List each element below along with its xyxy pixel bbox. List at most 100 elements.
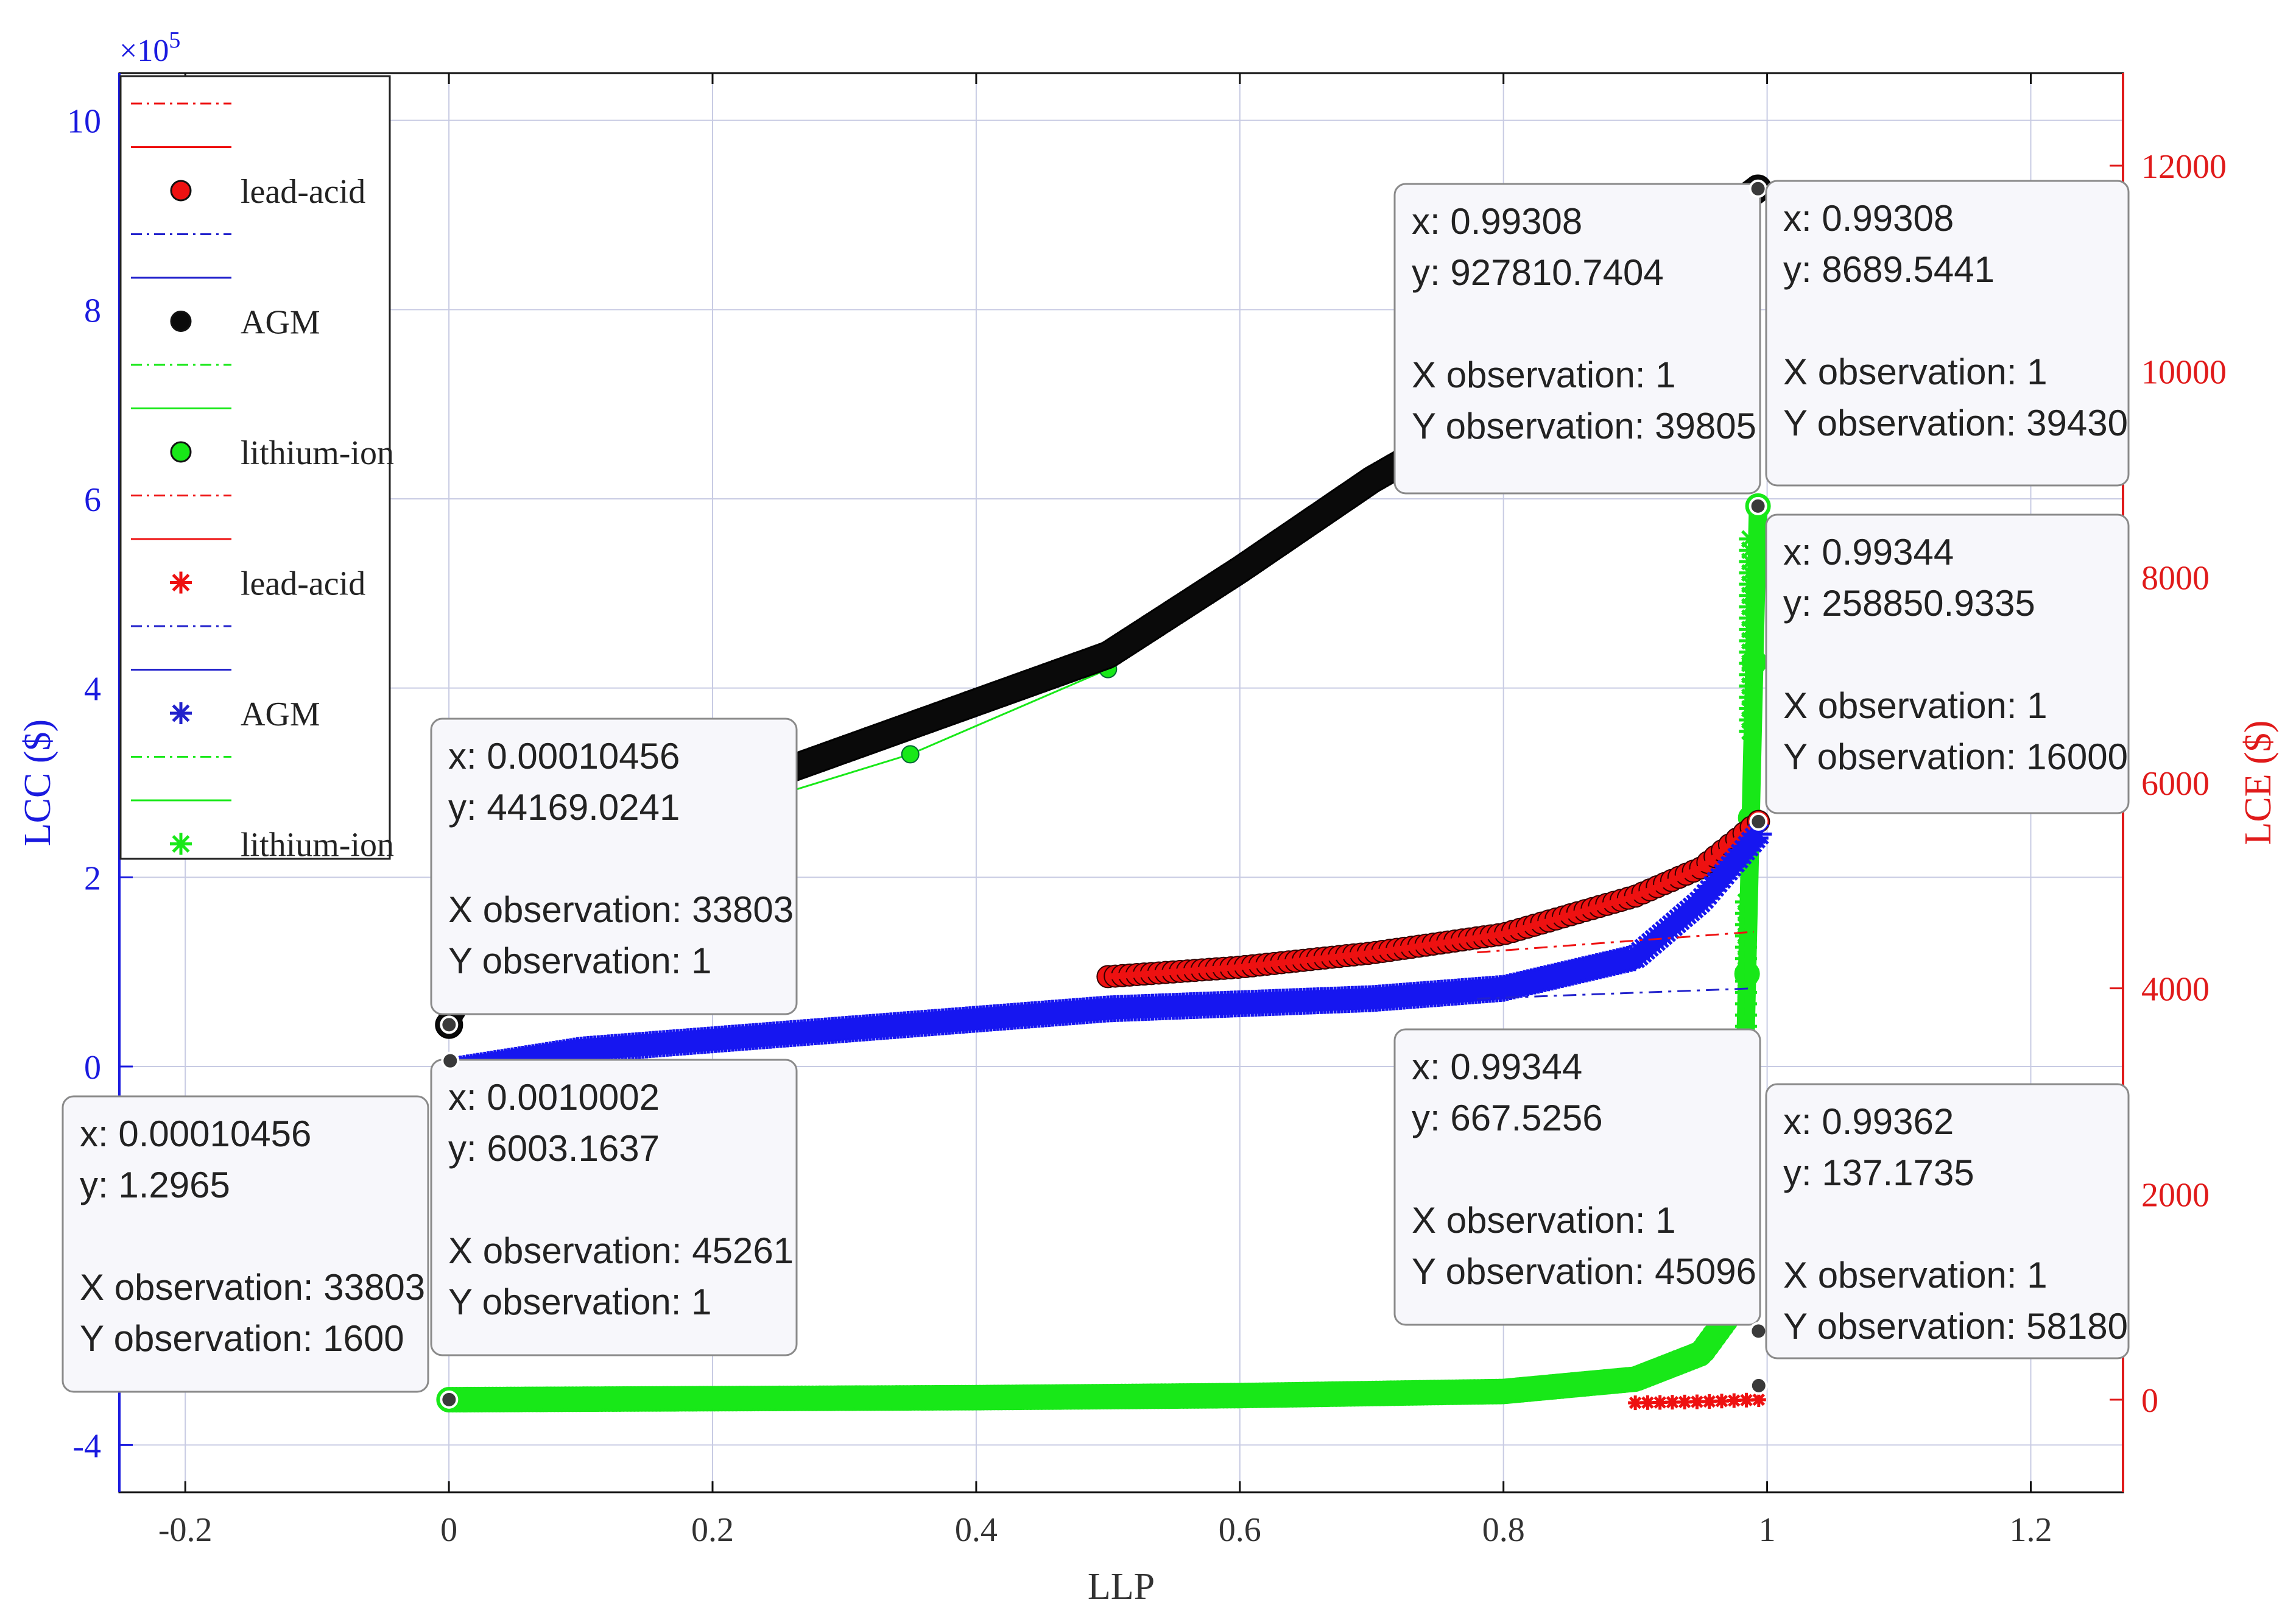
datatip-anchor-point[interactable]	[441, 1051, 460, 1070]
datatip-yobs-text: Y observation: 1	[448, 1282, 712, 1322]
datatip-anchor-point[interactable]	[1749, 1376, 1768, 1395]
datatip-yobs-text: Y observation: 58180	[1783, 1306, 2128, 1347]
left-tick-label: -4	[72, 1427, 101, 1465]
right-tick-label: 4000	[2141, 971, 2210, 1009]
right-tick-label: 6000	[2141, 765, 2210, 803]
star-marker	[170, 702, 192, 724]
datatip-y-text: y: 258850.9335	[1783, 583, 2035, 624]
datatip-y-text: y: 667.5256	[1412, 1098, 1603, 1138]
datatip[interactable]: x: 0.0010002 y: 6003.1637 X observation: 4…	[430, 1051, 798, 1356]
agm-dashdot-line	[1477, 987, 1755, 1000]
series-line	[1635, 1398, 1759, 1405]
datatip[interactable]: x: 0.99362 y: 137.1735 X observation: 1 Y o…	[1749, 1083, 2130, 1395]
left-tick-label: 4	[84, 671, 101, 708]
datatip-anchor-point[interactable]	[1748, 179, 1767, 198]
left-tick-label: 6	[84, 481, 101, 519]
datatip-yobs-text: Y observation: 39430	[1783, 403, 2128, 443]
datatip-anchor-point[interactable]	[1748, 496, 1767, 515]
datatip-box	[430, 1059, 798, 1356]
series-lithium-ion-lce-	[436, 493, 1771, 1413]
datatip-box	[1393, 1028, 1761, 1326]
series-line	[449, 506, 1767, 1409]
datatip-anchor-point[interactable]	[1749, 812, 1768, 831]
series-lead-acid-lce-	[1628, 1392, 1766, 1411]
right-tick-label: 10000	[2141, 354, 2227, 392]
star-marker	[170, 833, 192, 855]
datatip-y-text: y: 927810.7404	[1412, 252, 1664, 293]
datatip-x-text: x: 0.99308	[1783, 198, 1954, 239]
x-tick-label: 0	[440, 1511, 457, 1549]
datatip-anchor-point[interactable]	[440, 1390, 459, 1409]
legend-circle-marker	[170, 441, 192, 463]
datatip-box	[1765, 1083, 2130, 1359]
datatip-xobs-text: X observation: 1	[1412, 354, 1676, 395]
left-exponent-label: ×105	[119, 27, 180, 68]
right-tick-label: 2000	[2141, 1176, 2210, 1214]
legend-circle-marker	[170, 311, 192, 332]
datatip-box	[1393, 183, 1761, 495]
datatip-anchor-point[interactable]	[440, 1015, 459, 1034]
datatip[interactable]: x: 0.99344 y: 258850.9335 X observation: 1…	[1749, 513, 2130, 831]
left-tick-label: 2	[84, 859, 101, 897]
datatip[interactable]: x: 0.99308 y: 927810.7404 X observation: 1…	[1393, 179, 1767, 495]
star-marker	[170, 571, 192, 594]
legend-label: lithium-ion	[241, 434, 394, 472]
datatip-box	[430, 718, 798, 1015]
left-tick-label: 8	[84, 292, 101, 330]
right-tick-label: 0	[2141, 1382, 2158, 1420]
x-tick-label: 1	[1759, 1511, 1776, 1549]
series-line	[448, 828, 1766, 1080]
x-tick-label: 1.2	[2009, 1511, 2052, 1549]
right-tick-label: 12000	[2141, 148, 2227, 186]
datatip-yobs-text: Y observation: 39805	[1412, 406, 1756, 446]
legend-label: lead-acid	[241, 173, 365, 211]
circle-marker	[901, 745, 920, 764]
legend-entry: lead-acid	[170, 173, 365, 211]
datatip-x-text: x: 0.99362	[1783, 1101, 1954, 1142]
datatip-yobs-text: Y observation: 1600	[80, 1318, 404, 1359]
left-tick-label: 0	[84, 1049, 101, 1087]
legend-entry: lithium-ion	[170, 827, 394, 864]
x-axis-label: LLP	[1088, 1566, 1155, 1607]
datatip-xobs-text: X observation: 33803	[80, 1267, 425, 1308]
datatip-y-text: y: 137.1735	[1783, 1152, 1974, 1193]
dashdot-reference-lines	[1477, 931, 1755, 1000]
legend-entry: lithium-ion	[170, 434, 394, 472]
right-axis-label: LCE ($)	[2238, 721, 2279, 845]
axis-ticks: -0.2 0 0.2 0.4 0.6 0.8 1 1.2 -4 0 2 4 6 8 10 0 2000 4000 6…	[67, 73, 2227, 1549]
datatip-xobs-text: X observation: 1	[1783, 351, 2048, 392]
star-marker	[1739, 527, 1761, 550]
datatip[interactable]: x: 0.99308 y: 8689.5441 X observation: 1 Y …	[1748, 180, 2130, 515]
lead-acid-dashdot-line	[1477, 931, 1755, 954]
legend-entry: lead-acid	[170, 565, 365, 603]
legend-label: AGM	[241, 304, 320, 342]
datatip-y-text: y: 44169.0241	[448, 787, 680, 828]
datatip-xobs-text: X observation: 1	[1783, 685, 2048, 726]
datatip-y-text: y: 6003.1637	[448, 1128, 660, 1169]
datatip-yobs-text: Y observation: 16000	[1783, 736, 2128, 777]
datatip-box	[1765, 513, 2130, 814]
legend-circle-marker	[170, 180, 192, 202]
datatip-x-text: x: 0.00010456	[80, 1113, 311, 1154]
datatip-xobs-text: X observation: 1	[1412, 1200, 1676, 1241]
x-tick-label: 0.8	[1482, 1511, 1525, 1549]
datatip-xobs-text: X observation: 45261	[448, 1230, 794, 1271]
legend-label: lead-acid	[241, 565, 365, 603]
left-tick-label: 10	[67, 103, 101, 141]
datatip-xobs-text: X observation: 33803	[448, 889, 794, 930]
datatip-x-text: x: 0.99344	[1412, 1046, 1582, 1087]
legend-box	[119, 75, 391, 860]
datatip-x-text: x: 0.00010456	[448, 736, 680, 777]
datatips-layer: x: 0.99308 y: 927810.7404 X observation: 1…	[62, 179, 2130, 1409]
datatip[interactable]: x: 0.99344 y: 667.5256 X observation: 1 Y o…	[1393, 1028, 1768, 1341]
right-tick-label: 8000	[2141, 559, 2210, 597]
datatip[interactable]: x: 0.00010456 y: 1.2965 X observation: 338…	[62, 1095, 459, 1409]
datatip-anchor-point[interactable]	[1749, 1322, 1768, 1341]
legend-label: lithium-ion	[241, 827, 394, 864]
datatip[interactable]: x: 0.00010456 y: 44169.0241 X observation:…	[430, 718, 798, 1034]
datatip-x-text: x: 0.99344	[1783, 532, 1954, 573]
datatip-x-text: x: 0.99308	[1412, 201, 1582, 242]
legend-entry: AGM	[170, 304, 320, 342]
x-tick-label: 0.2	[691, 1511, 734, 1549]
star-marker	[1734, 890, 1757, 913]
